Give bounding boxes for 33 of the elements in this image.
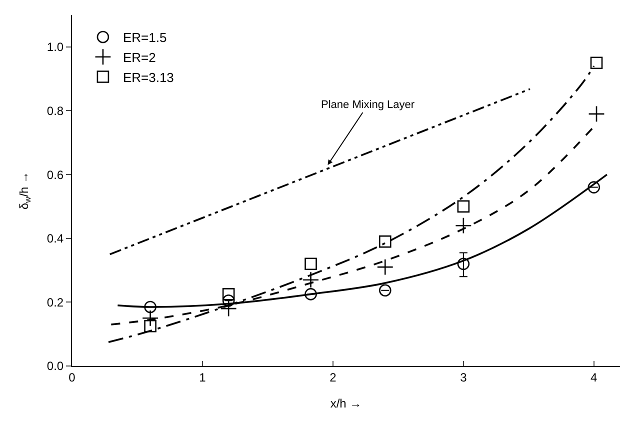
point bbox=[220, 300, 237, 317]
y-tick-label: 0.0 bbox=[46, 359, 64, 374]
x-axis-title: x/h → bbox=[330, 396, 362, 410]
point bbox=[588, 181, 600, 194]
point bbox=[378, 235, 392, 248]
x-tick-label: 3 bbox=[460, 370, 468, 384]
point bbox=[144, 320, 156, 332]
annotation: Plane Mixing Layer bbox=[321, 99, 415, 111]
x-tick-label: 0 bbox=[68, 370, 76, 384]
point bbox=[457, 200, 470, 213]
y-tick-label: 0.8 bbox=[46, 104, 64, 118]
point bbox=[588, 106, 605, 122]
point bbox=[590, 56, 603, 70]
point bbox=[142, 310, 159, 326]
x-tick-label: 4 bbox=[590, 370, 598, 384]
x-tick-label: 2 bbox=[330, 370, 337, 384]
x-tick-label: 1 bbox=[199, 370, 206, 384]
legend-label: ER=2 bbox=[122, 50, 156, 65]
point bbox=[302, 272, 320, 288]
legend-label: ER=1.5 bbox=[122, 30, 167, 46]
point bbox=[376, 258, 394, 276]
point bbox=[457, 258, 470, 270]
y-tick-label: 0.6 bbox=[46, 168, 64, 182]
y-tick-label: 0.4 bbox=[46, 232, 64, 246]
y-tick-label: 1.0 bbox=[46, 40, 64, 54]
point bbox=[304, 288, 317, 300]
point bbox=[222, 288, 235, 300]
point bbox=[144, 300, 156, 314]
point bbox=[455, 217, 472, 234]
y-tick-label: 0.2 bbox=[46, 295, 64, 310]
point bbox=[304, 258, 317, 270]
point bbox=[378, 284, 392, 297]
legend-label: ER=3.13 bbox=[122, 70, 174, 85]
